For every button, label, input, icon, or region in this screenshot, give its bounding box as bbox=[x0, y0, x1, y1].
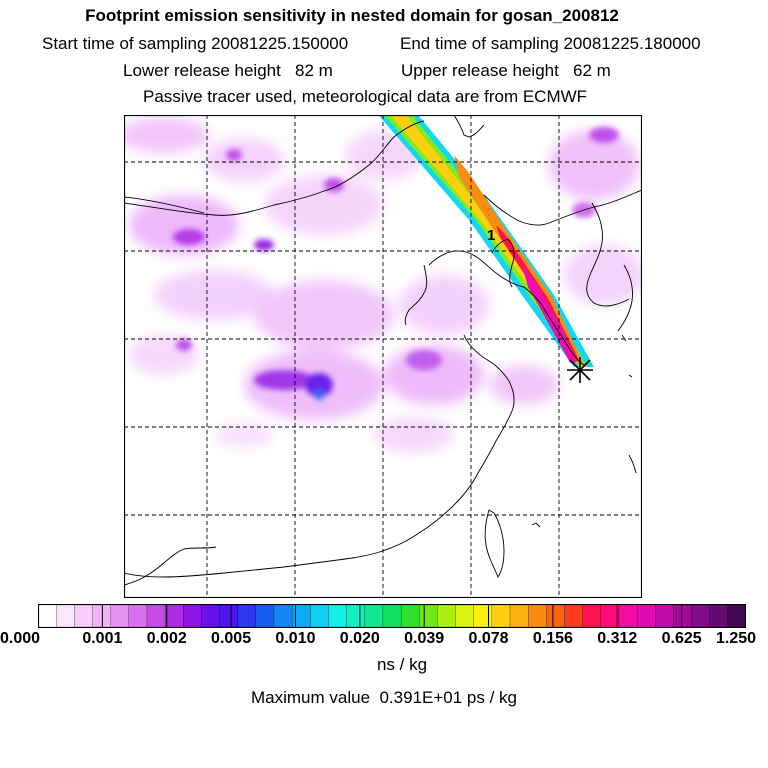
colorbar-cell bbox=[527, 604, 548, 628]
colorbar-tick-label: 0.078 bbox=[468, 630, 509, 647]
colorbar-tick-label: 1.250 bbox=[716, 630, 757, 647]
colorbar-cell bbox=[491, 604, 511, 628]
figure-title: Footprint emission sensitivity in nested… bbox=[85, 6, 619, 25]
colorbar-tick-label: 0.312 bbox=[597, 630, 638, 647]
maximum-value: Maximum value 0.391E+01 ps / kg bbox=[251, 688, 517, 707]
colorbar-cell bbox=[110, 604, 130, 628]
colorbar bbox=[38, 604, 746, 628]
end-time-label: End time of sampling 20081225.180000 bbox=[400, 34, 701, 53]
colorbar-tick-label: 0.001 bbox=[82, 630, 123, 647]
colorbar-tick-label: 0.625 bbox=[661, 630, 702, 647]
colorbar-cell bbox=[709, 604, 729, 628]
colorbar-cell bbox=[546, 604, 566, 628]
colorbar-cell bbox=[673, 604, 693, 628]
colorbar-tick-label: 0.005 bbox=[211, 630, 252, 647]
colorbar-cell bbox=[219, 604, 239, 628]
trajectory-marker-label: 1 bbox=[487, 227, 495, 244]
colorbar-cell bbox=[727, 604, 746, 628]
colorbar-cell bbox=[74, 604, 94, 628]
colorbar-cell bbox=[328, 604, 348, 628]
colorbar-cell bbox=[400, 604, 420, 628]
upper-release-label: Upper release height 62 m bbox=[401, 61, 611, 80]
colorbar-cell bbox=[183, 604, 203, 628]
colorbar-tick-label: 0.039 bbox=[404, 630, 445, 647]
colorbar-cell bbox=[382, 604, 402, 628]
colorbar-cell bbox=[310, 604, 330, 628]
colorbar-cell bbox=[419, 604, 439, 628]
colorbar-tick-label: 0.000 bbox=[0, 630, 41, 647]
receptor-star-icon bbox=[567, 357, 593, 383]
footprint-plume bbox=[378, 115, 594, 367]
colorbar-cell bbox=[92, 604, 112, 628]
colorbar-cell bbox=[582, 604, 602, 628]
colorbar-cell bbox=[437, 604, 457, 628]
lat-lon-grid bbox=[124, 115, 642, 598]
colorbar-cell bbox=[201, 604, 221, 628]
colorbar-cell bbox=[164, 604, 184, 628]
colorbar-cell bbox=[509, 604, 529, 628]
colorbar-cell bbox=[636, 604, 656, 628]
map-frame bbox=[124, 115, 642, 598]
colorbar-unit: ns / kg bbox=[376, 655, 428, 674]
colorbar-cell bbox=[618, 604, 638, 628]
tracer-label: Passive tracer used, meteorological data… bbox=[143, 87, 588, 106]
colorbar-tick-label: 0.002 bbox=[146, 630, 187, 647]
colorbar-tick-label: 0.156 bbox=[532, 630, 573, 647]
lower-release-label: Lower release height 82 m bbox=[123, 61, 333, 80]
coastlines bbox=[124, 115, 642, 586]
start-time-label: Start time of sampling 20081225.150000 bbox=[42, 34, 349, 53]
colorbar-cell bbox=[691, 604, 711, 628]
colorbar-tick-label: 0.020 bbox=[339, 630, 380, 647]
sensitivity-field bbox=[124, 117, 642, 453]
colorbar-cell bbox=[564, 604, 584, 628]
colorbar-cell bbox=[455, 604, 475, 628]
colorbar-cell bbox=[600, 604, 620, 628]
colorbar-tick-label: 0.010 bbox=[275, 630, 316, 647]
colorbar-cell bbox=[55, 604, 76, 628]
colorbar-cell bbox=[255, 604, 275, 628]
colorbar-cell bbox=[473, 604, 493, 628]
colorbar-cell bbox=[655, 604, 675, 628]
colorbar-cell bbox=[364, 604, 384, 628]
colorbar-cell bbox=[38, 604, 57, 628]
colorbar-cell bbox=[128, 604, 148, 628]
colorbar-cell bbox=[237, 604, 257, 628]
colorbar-cell bbox=[346, 604, 366, 628]
colorbar-cell bbox=[146, 604, 166, 628]
colorbar-cell bbox=[273, 604, 293, 628]
footprint-map: 1 bbox=[124, 115, 642, 598]
